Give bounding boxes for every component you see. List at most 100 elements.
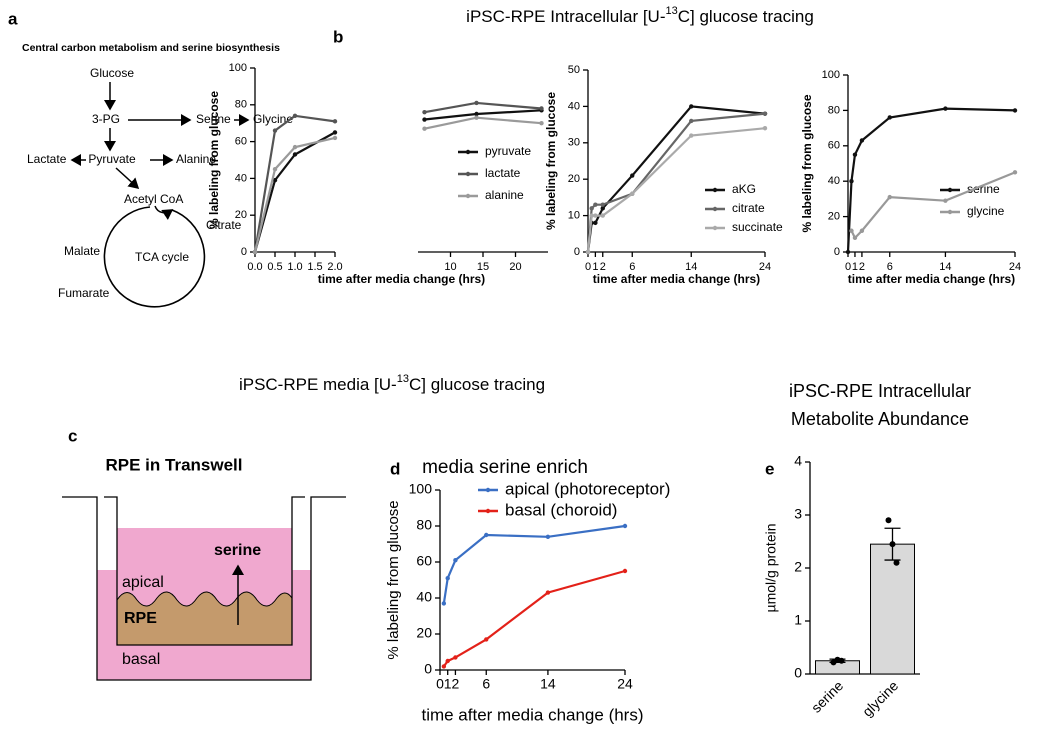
data-point [484, 532, 489, 538]
data-point [630, 191, 635, 196]
x-tick-label: 1.5 [307, 261, 322, 273]
x-tick-label: 10 [444, 261, 456, 273]
chart-title: iPSC-RPE Intracellular [789, 381, 971, 401]
heading: iPSC-RPE Intracellular [U-13C] glucose t… [466, 5, 814, 27]
chart: 0 20 40 60 80 100 0 1 2 6 14 24 % labeling from gluc… [800, 69, 1021, 286]
x-tick-label: 24 [617, 676, 633, 692]
y-axis-title: % labeling from glucose [207, 91, 221, 229]
legend-marker [712, 225, 718, 231]
y-tick-label: 0 [794, 665, 802, 681]
series-line [424, 116, 542, 130]
data-point [859, 228, 865, 233]
x-tick-label: 0 [845, 261, 851, 273]
x-tick-label: 6 [887, 261, 893, 273]
data-point [689, 118, 694, 124]
replicate-point [889, 541, 896, 548]
heading-part: iPSC-RPE media [U- [239, 375, 397, 394]
x-tick-label: 1 [444, 676, 452, 692]
data-point [593, 213, 598, 218]
data-point [600, 202, 605, 207]
legend-label: aKG [732, 182, 756, 196]
data-point [422, 126, 427, 131]
data-point [589, 213, 594, 218]
series-line [253, 136, 336, 253]
legend-label: serine [967, 182, 1000, 196]
y-axis-title: % labeling from glucose [800, 94, 814, 232]
data-point [849, 179, 854, 184]
legend-label: lactate [485, 166, 521, 180]
x-tick-label: 2.0 [327, 261, 342, 273]
panel-letter: e [765, 459, 774, 478]
data-point [441, 601, 447, 606]
data-point [252, 249, 258, 255]
data-point [453, 558, 458, 563]
node: Pyruvate [88, 152, 136, 166]
legend-marker [485, 508, 491, 514]
series-line [253, 131, 336, 253]
data-point [593, 202, 598, 207]
legend-label: citrate [732, 201, 765, 215]
node: Acetyl CoA [124, 192, 183, 206]
x-axis-title: time after media change (hrs) [593, 272, 760, 286]
legend-label: apical (photoreceptor) [505, 479, 670, 498]
data-point [422, 109, 427, 115]
heading-superscript: 13 [666, 5, 678, 17]
y-tick-label: 2 [794, 559, 802, 575]
panel-letter: c [68, 426, 77, 445]
well [62, 496, 346, 681]
y-tick-label: 0 [424, 661, 432, 677]
data-point [585, 249, 591, 255]
x-tick-label: serine [808, 677, 846, 715]
y-tick-label: 30 [568, 137, 580, 149]
data-point [545, 534, 551, 539]
y-tick-label: 4 [794, 453, 802, 469]
data-point [762, 126, 768, 131]
y-tick-label: 40 [568, 100, 580, 112]
data-point [943, 198, 948, 203]
legend-marker [465, 193, 471, 199]
x-tick-label: 1 [852, 261, 858, 273]
panel-letter: d [390, 459, 400, 478]
data-point [445, 658, 450, 664]
data-point [600, 206, 605, 211]
node: Lactate [27, 152, 67, 166]
node: Alanine [176, 152, 216, 166]
data-point [600, 213, 605, 218]
data-point [272, 128, 278, 133]
replicate-point [885, 517, 892, 524]
heading-part: iPSC-RPE Intracellular [U- [466, 7, 665, 26]
node: Serine [196, 112, 231, 126]
y-tick-label: 3 [794, 506, 802, 522]
legend-marker [712, 206, 718, 212]
chart: 0 1 2 3 4 µmol/g protein iPSC-RPE Intracellula… [763, 381, 971, 720]
legend-marker [947, 187, 953, 193]
insert [104, 496, 305, 646]
x-tick-label: 14 [939, 261, 951, 273]
label: serine [214, 542, 261, 559]
data-point [1012, 108, 1018, 113]
y-tick-label: 80 [235, 99, 247, 111]
y-tick-label: 60 [828, 140, 840, 152]
data-point [422, 117, 427, 122]
x-tick-label: 15 [477, 261, 489, 273]
series-line [442, 524, 626, 604]
data-point [689, 104, 694, 109]
panel-labels: a b c d e [8, 9, 774, 478]
x-tick-label: 24 [1009, 261, 1021, 273]
data-point [332, 119, 338, 124]
y-tick-label: 60 [416, 553, 432, 569]
x-tick-label: glycine [859, 677, 901, 719]
x-axis-title: time after media change (hrs) [848, 272, 1015, 286]
y-tick-label: 80 [416, 517, 432, 533]
node: Citrate [206, 218, 242, 232]
legend-label: alanine [485, 188, 524, 202]
data-point [589, 206, 594, 211]
data-point [762, 111, 768, 116]
data-point [272, 178, 278, 183]
replicate-point [838, 657, 845, 664]
label: apical [122, 574, 164, 591]
x-tick-label: 24 [759, 261, 771, 273]
heading: iPSC-RPE media [U-13C] glucose tracing [239, 373, 545, 395]
data-point [849, 228, 854, 233]
data-point [887, 115, 892, 120]
